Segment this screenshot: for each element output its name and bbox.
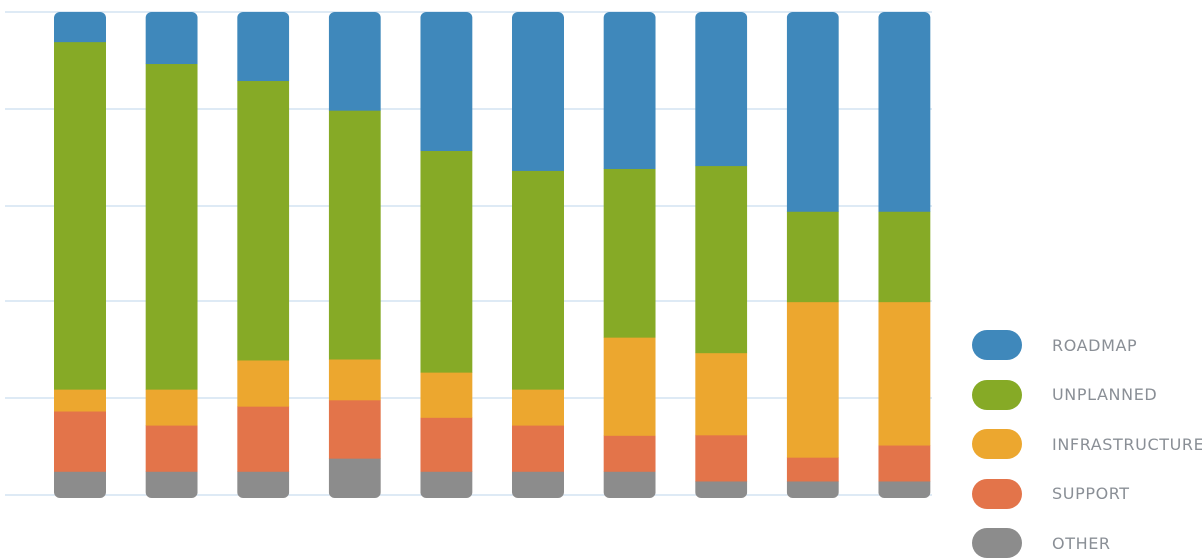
bar-3-segment-other[interactable]: [237, 471, 290, 498]
bar-5-segment-infrastructure[interactable]: [420, 372, 473, 418]
bar-7[interactable]: [603, 12, 656, 499]
bar-8-segment-infrastructure[interactable]: [695, 352, 748, 436]
legend-label-other: OTHER: [1052, 533, 1111, 553]
bar-1-segment-support[interactable]: [54, 411, 106, 472]
bar-2-segment-roadmap[interactable]: [145, 12, 198, 65]
bar-3-segment-infrastructure[interactable]: [237, 359, 290, 407]
legend-swatch-infrastructure: [972, 429, 1022, 459]
bar-10-segment-support[interactable]: [878, 445, 931, 482]
legend-label-support: SUPPORT: [1052, 484, 1130, 503]
bar-4-segment-support[interactable]: [328, 399, 381, 459]
bars: [54, 12, 931, 499]
bar-7-segment-roadmap[interactable]: [603, 12, 656, 169]
bar-1-segment-other[interactable]: [54, 471, 106, 498]
bar-1-segment-infrastructure[interactable]: [54, 389, 106, 412]
bar-9-segment-roadmap[interactable]: [786, 12, 839, 212]
bar-2[interactable]: [145, 12, 198, 499]
bar-6-segment-other[interactable]: [512, 471, 564, 498]
bar-1[interactable]: [54, 12, 106, 499]
bar-2-segment-other[interactable]: [145, 471, 198, 498]
bar-6[interactable]: [512, 12, 564, 499]
bar-1-segment-roadmap[interactable]: [54, 12, 106, 43]
bar-4-segment-other[interactable]: [328, 458, 381, 498]
bar-8-segment-support[interactable]: [695, 434, 748, 482]
legend-item-infrastructure[interactable]: INFRASTRUCTURE: [972, 428, 1202, 460]
bar-8-segment-other[interactable]: [695, 480, 748, 499]
bar-5-segment-other[interactable]: [420, 471, 473, 498]
bar-4-segment-unplanned[interactable]: [328, 110, 381, 360]
bar-4[interactable]: [328, 12, 381, 499]
legend-item-roadmap[interactable]: ROADMAP: [972, 329, 1202, 361]
bar-10-segment-other[interactable]: [878, 480, 931, 499]
bar-2-segment-support[interactable]: [145, 425, 198, 472]
bar-6-segment-infrastructure[interactable]: [512, 389, 564, 426]
bar-10[interactable]: [878, 12, 931, 499]
legend-item-unplanned[interactable]: UNPLANNED: [972, 379, 1202, 411]
bar-5-segment-unplanned[interactable]: [420, 150, 473, 373]
bar-4-segment-roadmap[interactable]: [328, 12, 381, 111]
bar-8-segment-roadmap[interactable]: [695, 12, 748, 167]
legend-swatch-other: [972, 528, 1022, 558]
bar-8-segment-unplanned[interactable]: [695, 165, 748, 354]
bar-5-segment-support[interactable]: [420, 417, 473, 472]
bar-10-segment-unplanned[interactable]: [878, 211, 931, 303]
bar-9-segment-support[interactable]: [786, 457, 839, 482]
legend-label-unplanned: UNPLANNED: [1052, 385, 1158, 404]
bar-6-segment-support[interactable]: [512, 425, 564, 472]
legend-item-other[interactable]: OTHER: [972, 527, 1202, 558]
legend-item-support[interactable]: SUPPORT: [972, 478, 1202, 510]
bar-9-segment-unplanned[interactable]: [786, 211, 839, 303]
bar-4-segment-infrastructure[interactable]: [328, 359, 381, 401]
bar-5[interactable]: [420, 12, 473, 499]
bar-3-segment-unplanned[interactable]: [237, 80, 290, 361]
bar-6-segment-roadmap[interactable]: [512, 12, 564, 171]
bar-6-segment-unplanned[interactable]: [512, 170, 564, 390]
legend: ROADMAP UNPLANNED INFRASTRUCTURE SUPPORT…: [972, 329, 1202, 558]
bar-10-segment-infrastructure[interactable]: [878, 301, 931, 446]
bar-10-segment-roadmap[interactable]: [878, 12, 931, 212]
bar-9-segment-infrastructure[interactable]: [786, 301, 839, 458]
bar-3-segment-support[interactable]: [237, 406, 290, 472]
bar-3-segment-roadmap[interactable]: [237, 12, 290, 82]
bar-7-segment-support[interactable]: [603, 435, 656, 472]
bar-9-segment-other[interactable]: [786, 480, 839, 499]
legend-swatch-support: [972, 478, 1022, 509]
bar-7-segment-infrastructure[interactable]: [603, 337, 656, 436]
bar-2-segment-unplanned[interactable]: [145, 63, 198, 390]
bar-3[interactable]: [237, 12, 290, 499]
bar-8[interactable]: [695, 12, 748, 499]
bar-5-segment-roadmap[interactable]: [420, 12, 473, 152]
legend-swatch-unplanned: [972, 379, 1022, 410]
bar-2-segment-infrastructure[interactable]: [145, 389, 198, 426]
bar-9[interactable]: [786, 12, 839, 499]
legend-swatch-roadmap: [972, 330, 1022, 360]
legend-label-roadmap: ROADMAP: [1052, 335, 1138, 355]
bar-1-segment-unplanned[interactable]: [54, 41, 106, 390]
legend-label-infrastructure: INFRASTRUCTURE: [1052, 434, 1202, 454]
bar-7-segment-unplanned[interactable]: [603, 168, 656, 338]
bar-7-segment-other[interactable]: [603, 471, 656, 498]
